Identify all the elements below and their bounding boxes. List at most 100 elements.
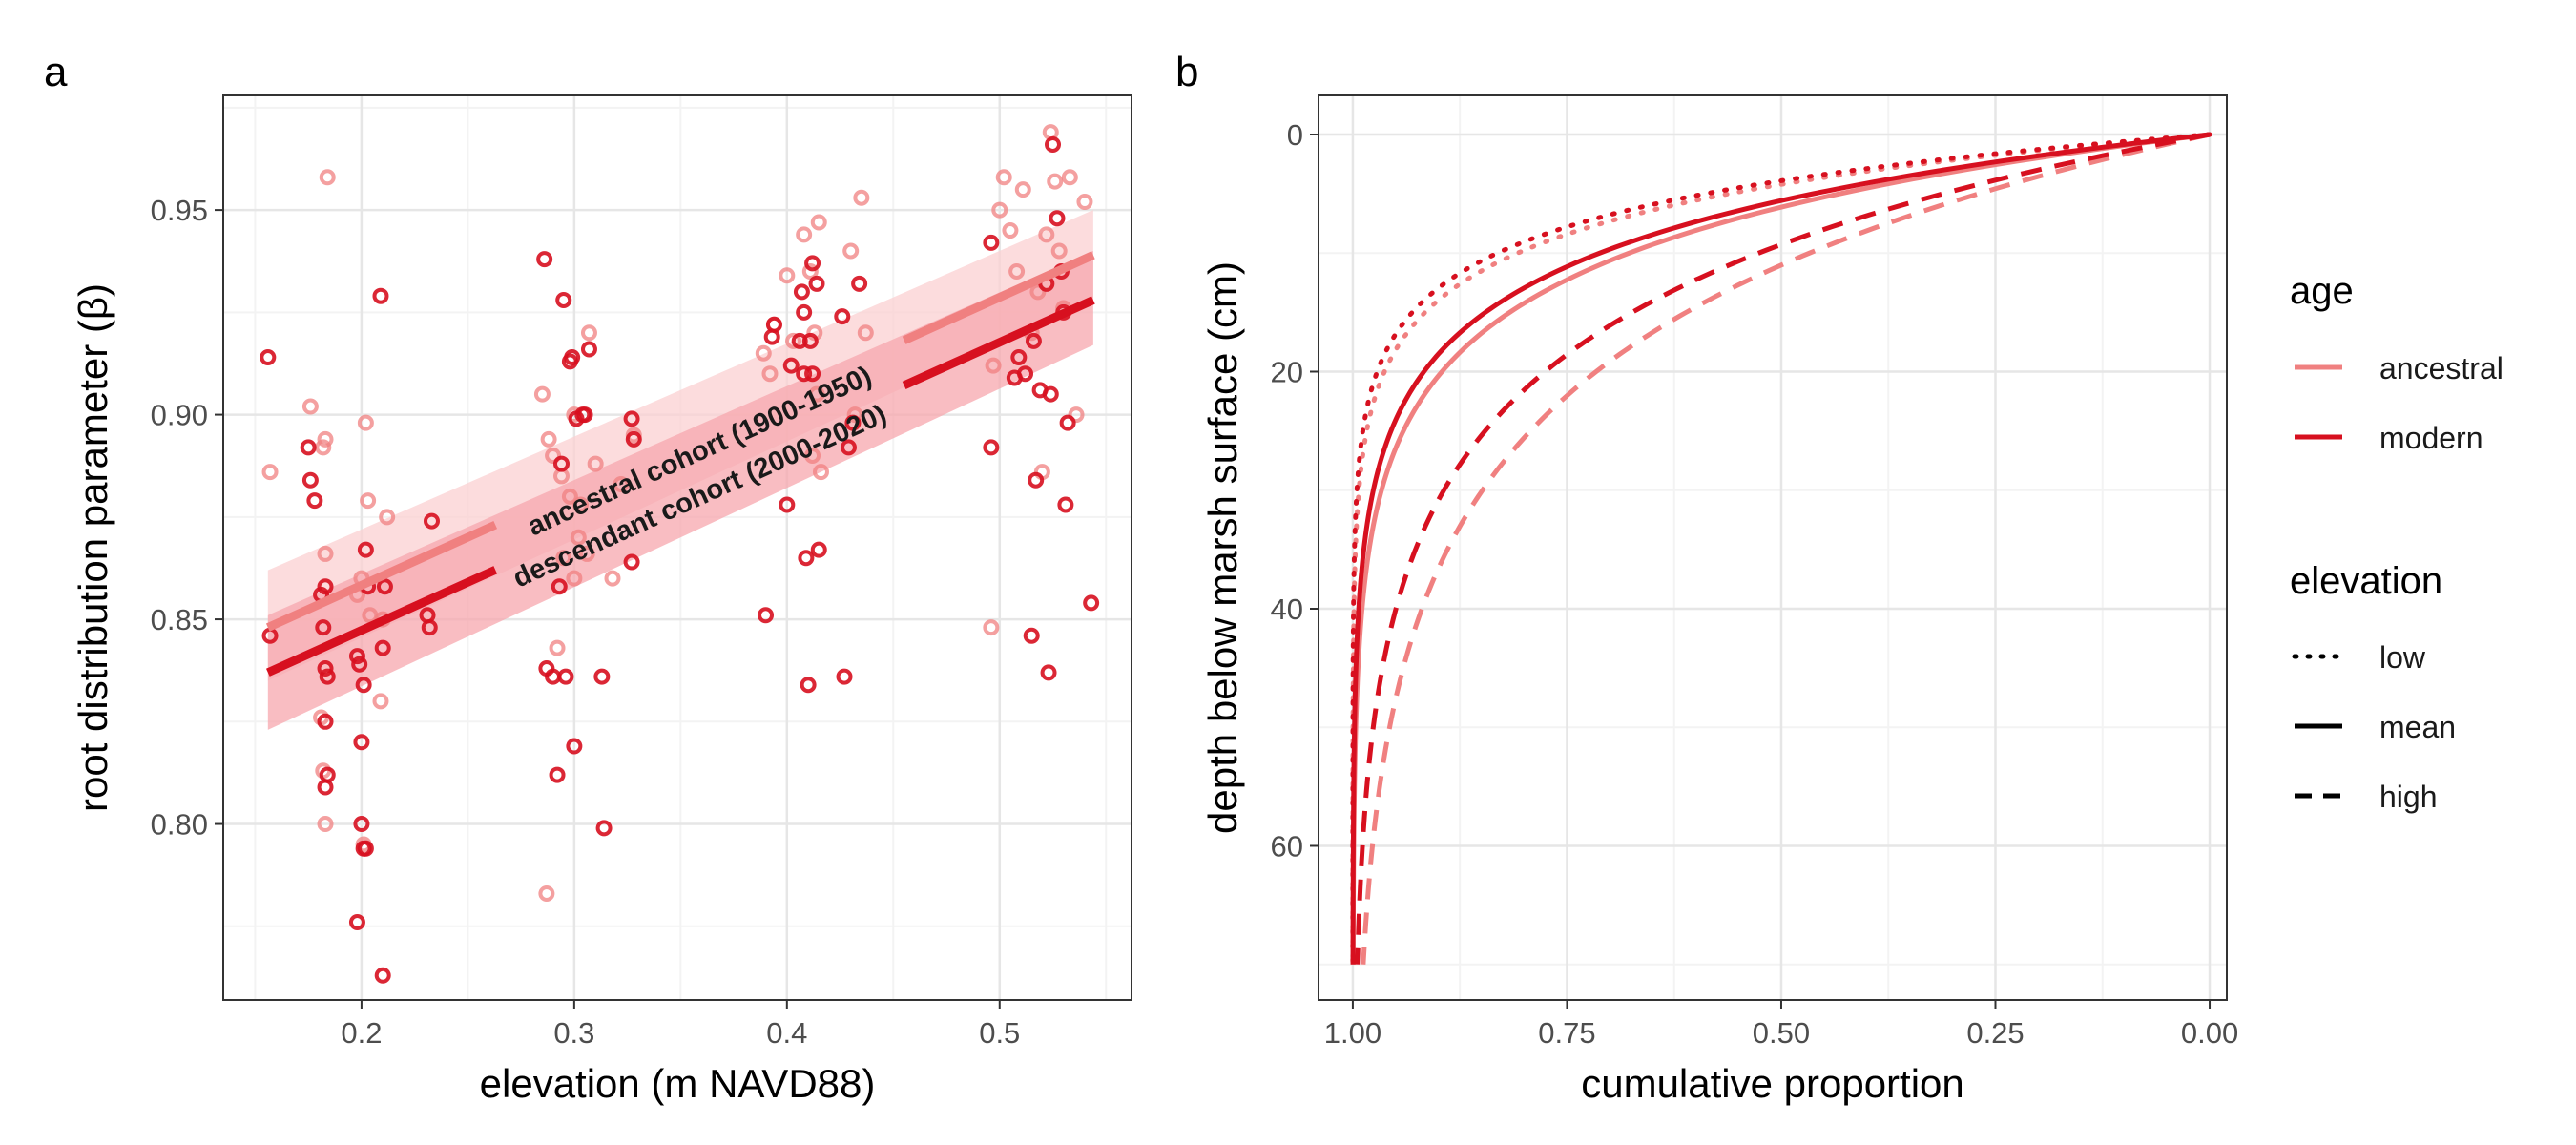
ancestral-data-point: [755, 344, 772, 362]
descendant-data-point: [593, 668, 611, 685]
ancestral-data-point: [1002, 222, 1019, 239]
ancestral-data-point: [785, 332, 802, 349]
descendant-fit-line: [902, 296, 1095, 390]
descendant-data-point: [260, 349, 277, 366]
descendant-fit-line: [265, 566, 498, 677]
descendant-data-point: [357, 541, 374, 558]
panel-a-points: [260, 124, 1100, 984]
descendant-data-point: [376, 578, 393, 595]
panel-b-y-axis-label: depth below marsh surface (cm): [1200, 261, 1245, 834]
descendant-data-point: [421, 619, 438, 636]
ancestral-data-point: [379, 509, 396, 526]
ancestral-data-point: [808, 385, 825, 403]
descendant-data-point: [1023, 627, 1040, 644]
panel-b-x-tick-label: 1.00: [1324, 1016, 1381, 1050]
descendant-data-point: [804, 365, 821, 383]
panel-a-x-tick-label: 0.2: [341, 1016, 382, 1050]
ancestral-data-point: [570, 529, 587, 546]
ancestral-data-point: [317, 545, 334, 562]
panel-a-x-ticks: 0.2 0.3 0.4 0.5: [341, 1000, 1020, 1050]
descendant-data-point: [317, 660, 334, 677]
descendant-data-point: [315, 619, 332, 636]
descendant-data-point: [351, 656, 368, 673]
ancestral-data-point: [1050, 242, 1068, 260]
ancestral-data-point: [804, 447, 821, 464]
ancestral-data-point: [842, 242, 860, 260]
ancestral-data-point: [561, 488, 578, 505]
ancestral-data-point: [812, 464, 829, 481]
modern-mean-line: [1350, 132, 2211, 965]
panel-b-x-tick-label: 0.00: [2181, 1016, 2238, 1050]
panel-a-ribbons: [267, 210, 1093, 730]
ancestral-data-point: [857, 324, 874, 342]
ancestral-data-point: [319, 169, 336, 186]
ancestral-data-point: [1029, 283, 1047, 301]
descendant-data-point: [317, 779, 334, 796]
descendant-data-point: [1042, 385, 1059, 403]
descendant-data-point: [551, 578, 568, 595]
descendant-data-point: [576, 406, 593, 424]
panel-b-x-tick-label: 0.50: [1753, 1016, 1810, 1050]
ancestral-data-point: [991, 201, 1008, 219]
panel-b-x-tick-label: 0.75: [1538, 1016, 1595, 1050]
descendant-data-point: [300, 439, 317, 456]
descendant-data-point: [348, 648, 365, 665]
descendant-data-point: [810, 541, 827, 558]
panel-b-y-tick-label: 40: [1271, 593, 1303, 626]
descendant-data-point: [782, 357, 800, 374]
ancestral-data-point: [315, 439, 332, 456]
ancestral-data-point: [995, 169, 1012, 186]
descendant-data-point: [623, 410, 640, 427]
descendant-data-point: [1049, 210, 1066, 227]
panel-b-tag: b: [1175, 49, 1198, 95]
ancestral-data-point: [761, 365, 779, 383]
ancestral-data-point: [1076, 194, 1093, 211]
descendant-data-point: [840, 439, 857, 456]
ancestral-data-point: [261, 464, 279, 481]
descendant-data-point: [1028, 471, 1045, 489]
descendant-data-point: [595, 820, 613, 837]
panel-a-fit-lines: [265, 251, 1095, 677]
legend-high-label: high: [2379, 780, 2438, 814]
descendant-data-point: [353, 816, 370, 833]
panel-a-x-tick-label: 0.3: [553, 1016, 594, 1050]
ancestral-data-point: [1061, 169, 1078, 186]
descendant-data-point: [319, 668, 336, 685]
legend-mean-label: mean: [2379, 710, 2456, 744]
descendant-data-point: [355, 677, 372, 694]
ancestral-data-point: [538, 885, 555, 902]
descendant-data-point: [804, 255, 821, 272]
legend: age ancestral modern elevation low mean …: [2290, 270, 2503, 814]
panel-b-x-tick-label: 0.25: [1966, 1016, 2024, 1050]
ancestral-data-point: [372, 693, 389, 710]
descendant-data-point: [801, 332, 819, 349]
descendant-data-point: [564, 349, 581, 366]
descendant-data-point: [357, 840, 374, 857]
panel-a-y-tick-label: 0.85: [151, 603, 208, 636]
ancestral-data-point: [1068, 406, 1085, 424]
descendant-data-point: [983, 439, 1000, 456]
panel-a-x-axis-label: elevation (m NAVD88): [480, 1061, 876, 1106]
ancestral-data-point: [604, 570, 621, 587]
descendant-data-point: [1083, 594, 1100, 612]
descendant-data-point: [1017, 365, 1034, 383]
ancestral-data-point: [533, 385, 551, 403]
legend-age-title: age: [2290, 270, 2354, 312]
descendant-data-point: [808, 275, 825, 292]
ancestral-data-point: [555, 550, 572, 567]
descendant-data-point: [765, 316, 782, 333]
ancestral-data-point: [613, 476, 630, 493]
panel-a-y-tick-label: 0.90: [151, 399, 208, 432]
ancestral-data-point: [796, 226, 813, 243]
descendant-data-point: [374, 639, 391, 656]
ancestral-data-point: [357, 414, 374, 431]
legend-ancestral-label: ancestral: [2379, 351, 2503, 385]
ancestral-data-point: [301, 398, 319, 415]
descendant-data-point: [317, 578, 334, 595]
descendant-data-point: [348, 913, 365, 930]
ancestral-data-point: [317, 816, 334, 833]
modern-high-line: [1355, 132, 2211, 965]
descendant-data-point: [1025, 332, 1042, 349]
legend-low-label: low: [2379, 640, 2426, 675]
descendant-data-point: [557, 668, 574, 685]
